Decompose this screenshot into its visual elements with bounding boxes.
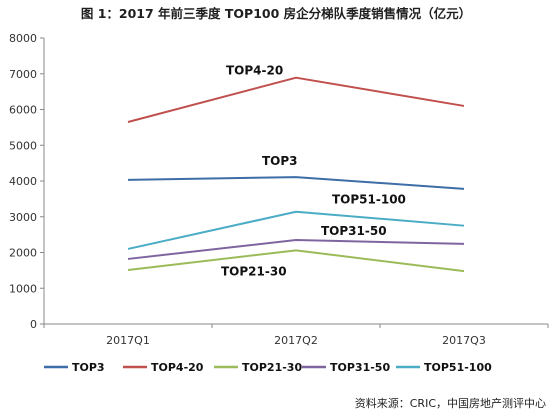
series-line-top3 [127, 176, 465, 190]
series-line-top4-20 [127, 76, 465, 123]
y-tick-label: 5000 [9, 139, 37, 152]
x-tick-label: 2017Q3 [442, 334, 486, 347]
series-line-top31-50 [127, 238, 465, 260]
y-tick-label: 1000 [9, 282, 37, 295]
source-note: 资料来源：CRIC，中国房地产测评中心 [354, 397, 546, 410]
series-label-top51-100: TOP51-100 [332, 193, 406, 207]
series-line-top21-30 [127, 249, 465, 273]
chart-title: 图 1：2017 年前三季度 TOP100 房企分梯队季度销售情况（亿元） [80, 6, 472, 21]
y-tick-label: 8000 [9, 32, 37, 45]
x-tick-label: 2017Q2 [274, 334, 318, 347]
y-tick-label: 7000 [9, 68, 37, 81]
series-label-top3: TOP3 [262, 154, 298, 168]
series-label-top21-30: TOP21-30 [221, 264, 287, 278]
x-tick-label: 2017Q1 [106, 334, 150, 347]
y-tick-label: 3000 [9, 211, 37, 224]
y-tick-label: 0 [30, 318, 37, 331]
y-tick-label: 4000 [9, 175, 37, 188]
legend-label-top21-30: TOP21-30 [242, 361, 302, 374]
series-label-top4-20: TOP4-20 [226, 64, 283, 78]
y-tick-label: 2000 [9, 247, 37, 260]
legend-label-top4-20: TOP4-20 [151, 361, 204, 374]
legend-label-top3: TOP3 [72, 361, 105, 374]
series-label-top31-50: TOP31-50 [321, 224, 387, 238]
series-line-top51-100 [127, 210, 465, 250]
legend-label-top51-100: TOP51-100 [424, 361, 492, 374]
y-tick-label: 6000 [9, 104, 37, 117]
legend-label-top31-50: TOP31-50 [330, 361, 390, 374]
